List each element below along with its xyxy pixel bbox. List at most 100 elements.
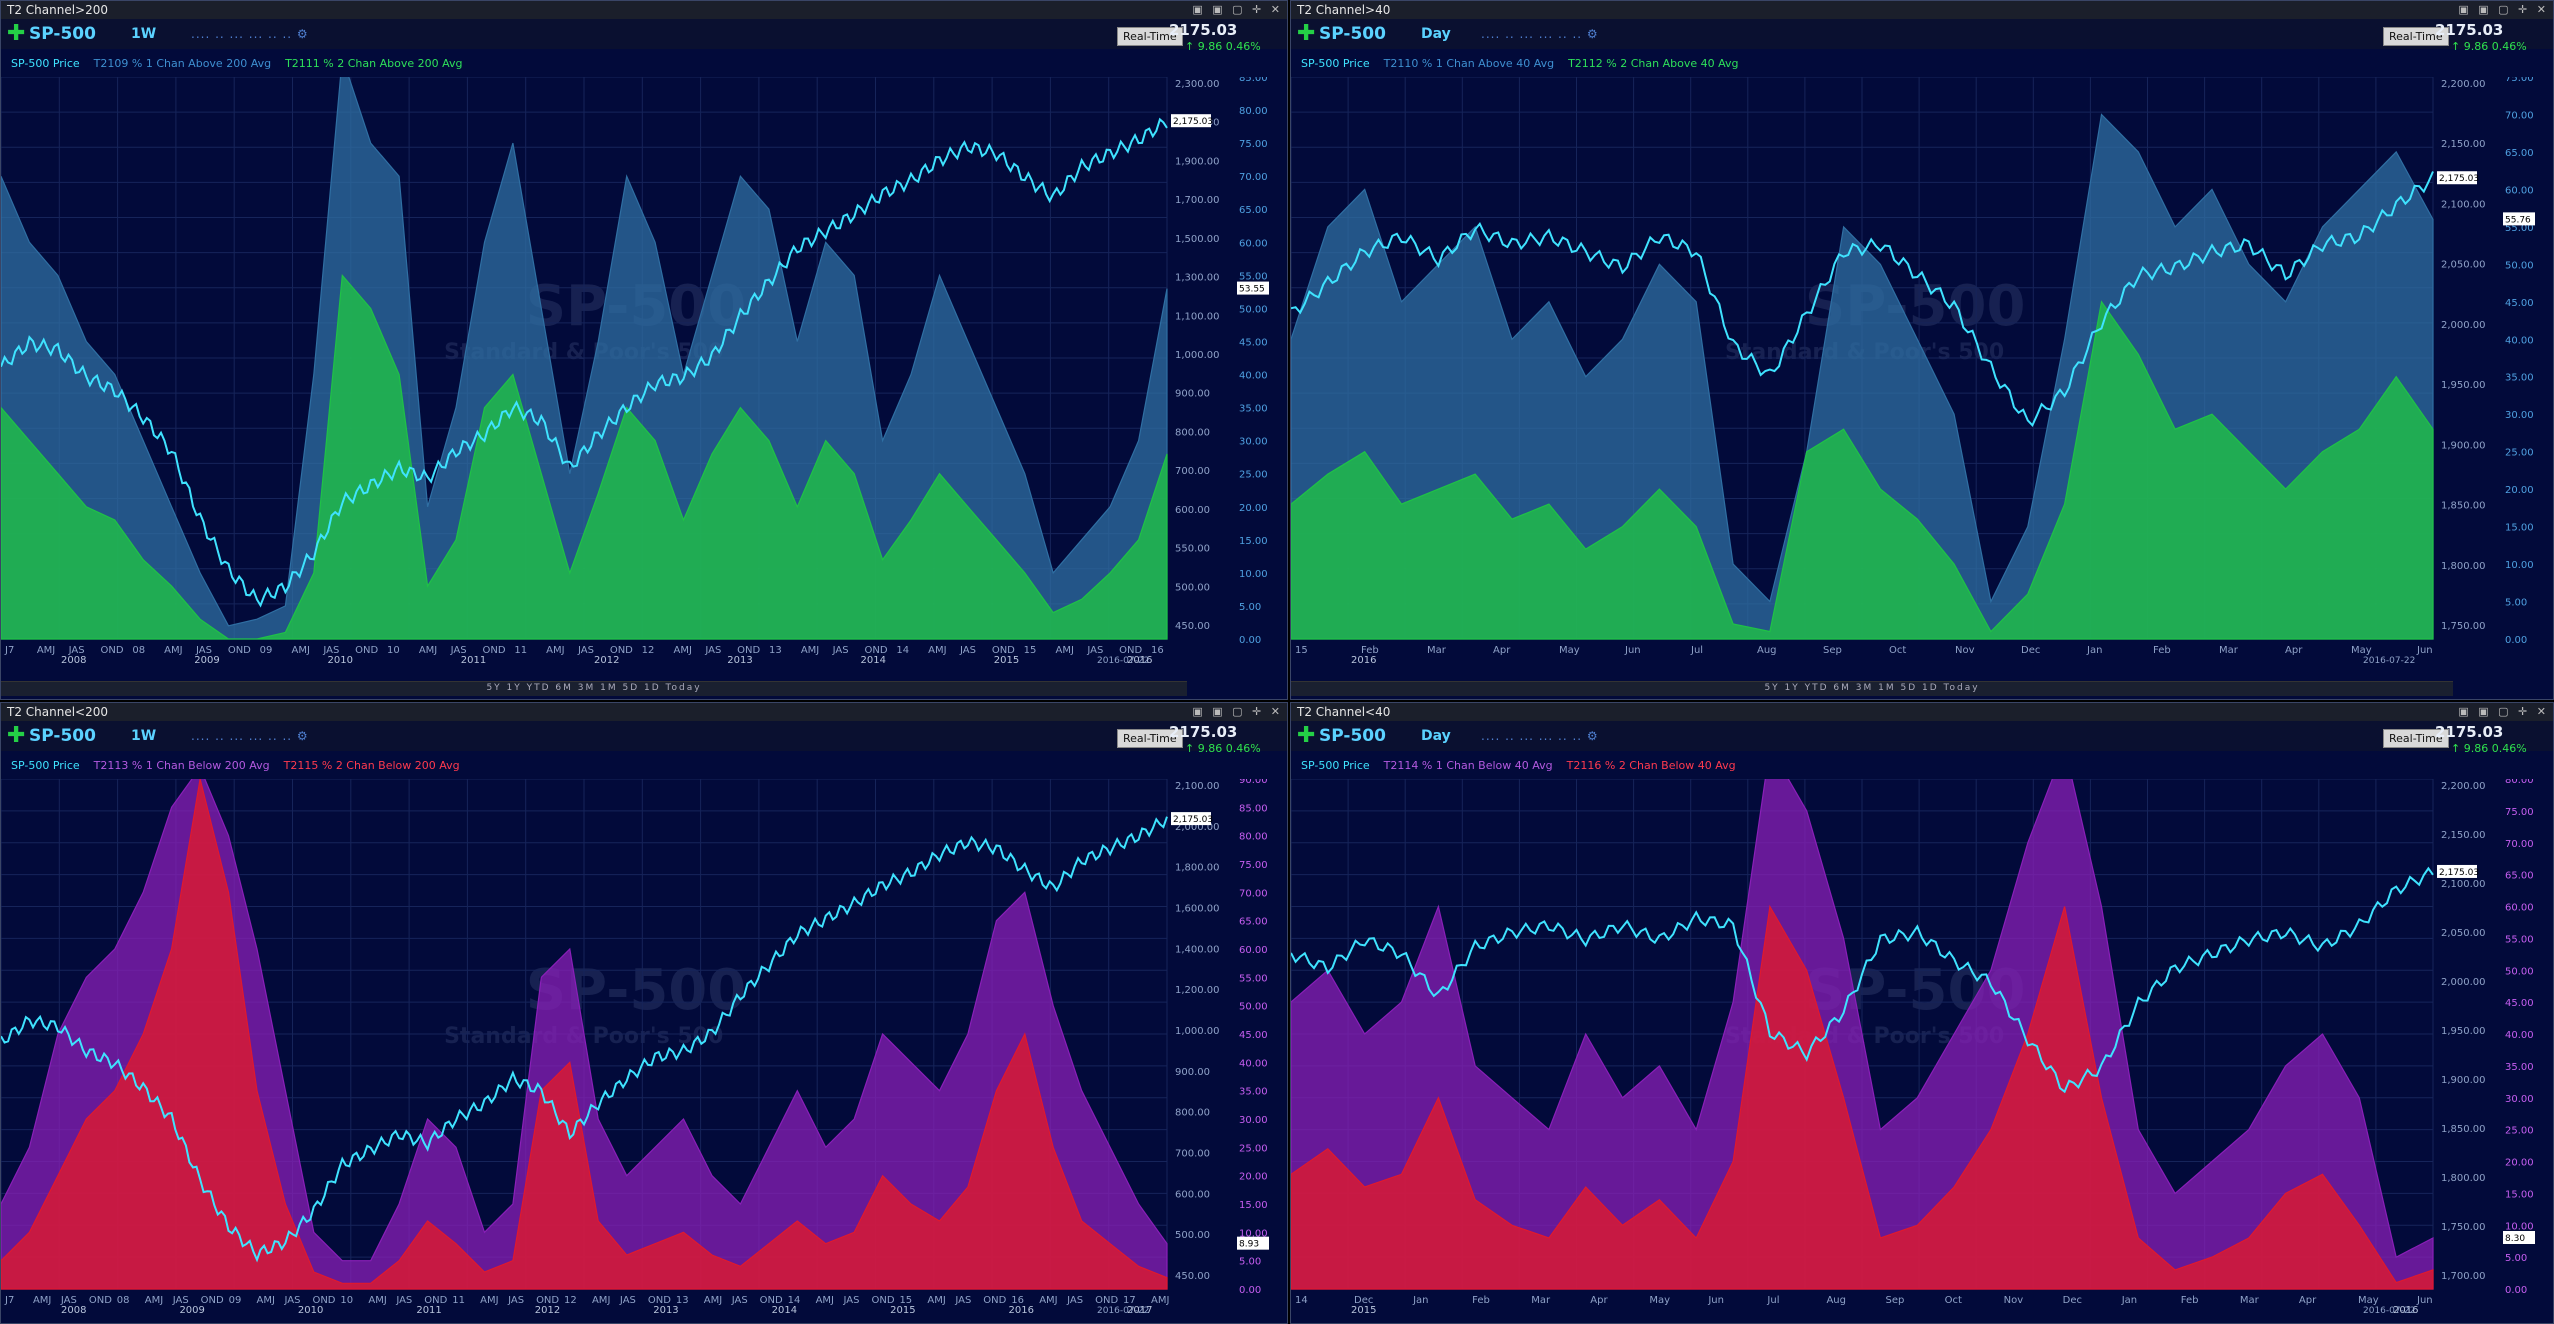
- legend-item[interactable]: SP-500 Price: [11, 759, 80, 772]
- price-change: ↑ 9.86 0.46%: [2451, 742, 2527, 755]
- percent-axis-label: 15.00: [1239, 1200, 1268, 1211]
- interval-selector[interactable]: 1W: [131, 728, 157, 744]
- time-axis-label: OND: [424, 1295, 447, 1306]
- time-axis-label: Mar: [2240, 1295, 2260, 1306]
- percent-axis-label: 80.00: [1239, 832, 1268, 843]
- time-axis-label: AMJ: [164, 645, 182, 656]
- panel-title[interactable]: T2 Channel<40: [1297, 705, 1391, 719]
- realtime-button[interactable]: Real-Time: [1117, 27, 1183, 46]
- interval-selector[interactable]: 1W: [131, 26, 157, 42]
- time-axis-label: AMJ: [927, 1295, 945, 1306]
- legend-item[interactable]: T2115 % 2 Chan Below 200 Avg: [283, 759, 460, 772]
- time-axis-label: AMJ: [546, 645, 564, 656]
- panel-title[interactable]: T2 Channel>200: [7, 3, 109, 17]
- legend-item[interactable]: T2116 % 2 Chan Below 40 Avg: [1566, 759, 1736, 772]
- time-axis-label: JAS: [1066, 1295, 1083, 1306]
- legend-item[interactable]: T2109 % 1 Chan Above 200 Avg: [93, 57, 272, 70]
- legend-item[interactable]: T2110 % 1 Chan Above 40 Avg: [1383, 57, 1555, 70]
- percent-axis-label: 75.00: [1239, 139, 1268, 150]
- legend-item[interactable]: T2113 % 1 Chan Below 200 Avg: [93, 759, 270, 772]
- price-axis-label: 600.00: [1175, 505, 1210, 516]
- price-axis-label: 550.00: [1175, 544, 1210, 555]
- realtime-button[interactable]: Real-Time: [2383, 27, 2449, 46]
- add-symbol-icon[interactable]: ✚: [1297, 21, 1316, 46]
- time-axis: J7 AMJ JAS OND 08 AMJ JAS OND 09 AMJ JAS OND 10 AMJ JA…: [4, 645, 1164, 666]
- time-scrollbar[interactable]: 5Y 1Y YTD 6M 3M 1M 5D 1D Today: [1, 681, 1187, 696]
- change-percent: 0.46%: [2491, 40, 2527, 53]
- last-date-label: 2016-07-22: [2363, 1306, 2415, 1316]
- price-axis-label: 1,700.00: [2441, 1271, 2486, 1282]
- symbol-label[interactable]: SP-500: [29, 726, 96, 746]
- time-axis-label: 10: [387, 645, 400, 656]
- price-axis-label: 1,850.00: [2441, 1124, 2486, 1135]
- window-controls-icon[interactable]: ▣ ▣ ▢ ✛ ✕: [2458, 705, 2549, 718]
- drawing-tools-icon[interactable]: .... .. ... ... .. .. ⚙: [1481, 27, 1599, 41]
- symbol-label[interactable]: SP-500: [1319, 24, 1386, 44]
- symbol-label[interactable]: SP-500: [1319, 726, 1386, 746]
- time-axis-label: May: [2358, 1295, 2379, 1306]
- time-axis-label: JAS: [954, 1295, 971, 1306]
- price-axis-label: 1,800.00: [1175, 863, 1220, 874]
- panel-titlebar: T2 Channel<200 ▣ ▣ ▢ ✛ ✕: [1, 703, 1287, 721]
- time-range-buttons[interactable]: 5Y 1Y YTD 6M 3M 1M 5D 1D Today: [486, 683, 702, 693]
- price-axis-label: 1,500.00: [1175, 234, 1220, 245]
- time-axis-label: 11: [514, 645, 527, 656]
- year-label: 2015: [994, 655, 1019, 666]
- panel-title[interactable]: T2 Channel<200: [7, 705, 109, 719]
- add-symbol-icon[interactable]: ✚: [7, 723, 26, 748]
- add-symbol-icon[interactable]: ✚: [7, 21, 26, 46]
- change-value: 9.86: [1197, 40, 1223, 53]
- legend-item[interactable]: SP-500 Price: [11, 57, 80, 70]
- chart-canvas[interactable]: 2,200.00 2,150.00 2,100.00 2,050.00 2,000.00…: [1291, 779, 2553, 1323]
- time-axis-label: 12: [642, 645, 655, 656]
- percent-axis-label: 45.00: [2505, 998, 2534, 1009]
- time-axis-label: JAS: [731, 1295, 748, 1306]
- chart-canvas[interactable]: 2,100.00 2,000.00 1,800.00 1,600.00 1,400.00…: [1, 779, 1287, 1323]
- chart-canvas[interactable]: 2,300.002,100.001,900.001,700.001,500.00…: [1, 77, 1287, 699]
- percent-axis-label: 25.00: [2505, 1126, 2534, 1137]
- time-range-buttons[interactable]: 5Y 1Y YTD 6M 3M 1M 5D 1D Today: [1764, 683, 1980, 693]
- time-scrollbar[interactable]: 5Y 1Y YTD 6M 3M 1M 5D 1D Today: [1291, 681, 2453, 696]
- window-controls-icon[interactable]: ▣ ▣ ▢ ✛ ✕: [1192, 3, 1283, 16]
- time-axis-label: JAS: [322, 645, 339, 656]
- time-axis-label: JAS: [843, 1295, 860, 1306]
- time-axis-label: May: [2351, 645, 2372, 656]
- add-symbol-icon[interactable]: ✚: [1297, 723, 1316, 748]
- price-axis-label: 2,000.00: [1175, 822, 1220, 833]
- percent-axis-label: 20.00: [1239, 1172, 1268, 1183]
- panel-title[interactable]: T2 Channel>40: [1297, 3, 1391, 17]
- legend-item[interactable]: SP-500 Price: [1301, 57, 1370, 70]
- price-axis-label: 2,100.00: [2441, 199, 2486, 210]
- legend-item[interactable]: T2112 % 2 Chan Above 40 Avg: [1568, 57, 1739, 70]
- time-axis-label: 08: [117, 1295, 130, 1306]
- drawing-tools-icon[interactable]: .... .. ... ... .. .. ⚙: [191, 27, 309, 41]
- time-axis-label: AMJ: [1151, 1295, 1169, 1306]
- interval-selector[interactable]: Day: [1421, 26, 1451, 42]
- price-axis-label: 2,000.00: [2441, 320, 2486, 331]
- price-axis-label: 1,900.00: [1175, 156, 1220, 167]
- realtime-button[interactable]: Real-Time: [2383, 729, 2449, 748]
- symbol-label[interactable]: SP-500: [29, 24, 96, 44]
- percent-tag: 8.30: [2505, 1234, 2525, 1244]
- time-axis: 14 Dec Jan Feb Mar Apr May Jun Jul Aug Sep Oct Nov De…: [1295, 1295, 2433, 1316]
- percent-axis-label: 75.00: [2505, 77, 2534, 84]
- indicator-legend: SP-500 Price T2114 % 1 Chan Below 40 Avg T…: [1301, 759, 1750, 772]
- window-controls-icon[interactable]: ▣ ▣ ▢ ✛ ✕: [2458, 3, 2549, 16]
- window-controls-icon[interactable]: ▣ ▣ ▢ ✛ ✕: [1192, 705, 1283, 718]
- interval-selector[interactable]: Day: [1421, 728, 1451, 744]
- price-line: [1, 816, 1168, 1263]
- legend-item[interactable]: SP-500 Price: [1301, 759, 1370, 772]
- drawing-tools-icon[interactable]: .... .. ... ... .. .. ⚙: [191, 729, 309, 743]
- legend-item[interactable]: T2114 % 1 Chan Below 40 Avg: [1383, 759, 1553, 772]
- chart-canvas[interactable]: 2,200.00 2,150.00 2,100.00 2,050.00 2,000.00…: [1291, 77, 2553, 699]
- time-axis-label: OND: [1119, 645, 1142, 656]
- chart-panel-below-40: T2 Channel<40 ▣ ▣ ▢ ✛ ✕ ✚ SP-500 Day .... .. …: [1290, 702, 2554, 1324]
- year-label: 2014: [772, 1305, 797, 1316]
- realtime-button[interactable]: Real-Time: [1117, 729, 1183, 748]
- drawing-tools-icon[interactable]: .... .. ... ... .. .. ⚙: [1481, 729, 1599, 743]
- percent-axis-label: 20.00: [2505, 485, 2534, 496]
- last-price: 2175.03: [2435, 21, 2504, 39]
- legend-item[interactable]: T2111 % 2 Chan Above 200 Avg: [285, 57, 463, 70]
- price-change: ↑ 9.86 0.46%: [1185, 40, 1261, 53]
- price-axis-label: 1,100.00: [1175, 311, 1220, 322]
